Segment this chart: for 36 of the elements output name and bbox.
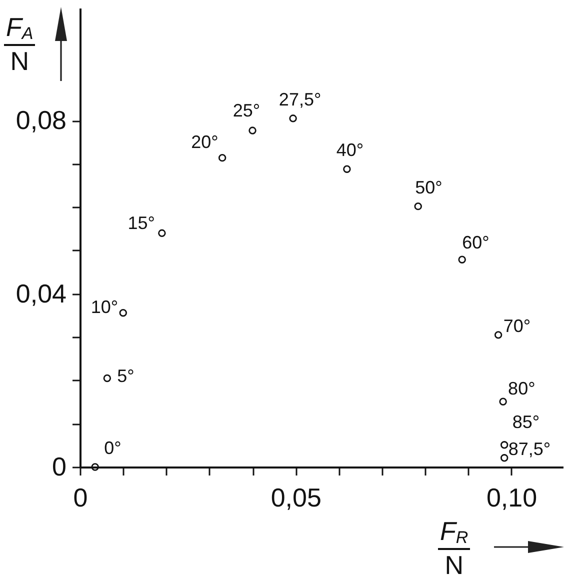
y-tick-label: 0,04	[16, 278, 66, 308]
annotation: 50°	[415, 177, 442, 198]
point	[103, 374, 112, 382]
x-tick-label: 0,05	[270, 482, 322, 512]
point	[499, 398, 507, 406]
annotation: 0°	[104, 438, 122, 458]
annotation: 27,5°	[278, 89, 322, 110]
annotation: 85°	[512, 412, 540, 432]
point	[218, 154, 226, 162]
point	[458, 256, 466, 264]
x-axis-title: F$_{R}$ N	[439, 516, 470, 575]
point	[500, 454, 508, 462]
y-axis-title: F$_{A}$ N	[5, 12, 34, 76]
point	[414, 202, 422, 210]
x-tick-label: 0,10	[486, 482, 538, 512]
annotation: 40°	[336, 140, 364, 160]
annotation: 20°	[191, 132, 218, 152]
annotation: 5°	[117, 366, 134, 386]
annotation: 80°	[508, 378, 536, 399]
point	[91, 463, 99, 471]
annotation: 10°	[90, 296, 118, 317]
y-tick-label: 0,08	[16, 105, 66, 136]
x-tick-label: 0	[73, 482, 88, 512]
point	[494, 331, 502, 339]
point	[289, 114, 297, 122]
annotation: 25°	[232, 100, 260, 121]
point	[158, 229, 166, 238]
annotation: 87,5°	[508, 438, 551, 459]
y-tick-label: 0	[52, 452, 66, 482]
point	[248, 126, 256, 134]
point	[500, 441, 508, 449]
annotation: 60°	[462, 232, 490, 253]
annotation: 15°	[128, 213, 155, 234]
annotation: 70°	[503, 316, 531, 336]
point	[119, 308, 127, 317]
point	[343, 165, 351, 173]
